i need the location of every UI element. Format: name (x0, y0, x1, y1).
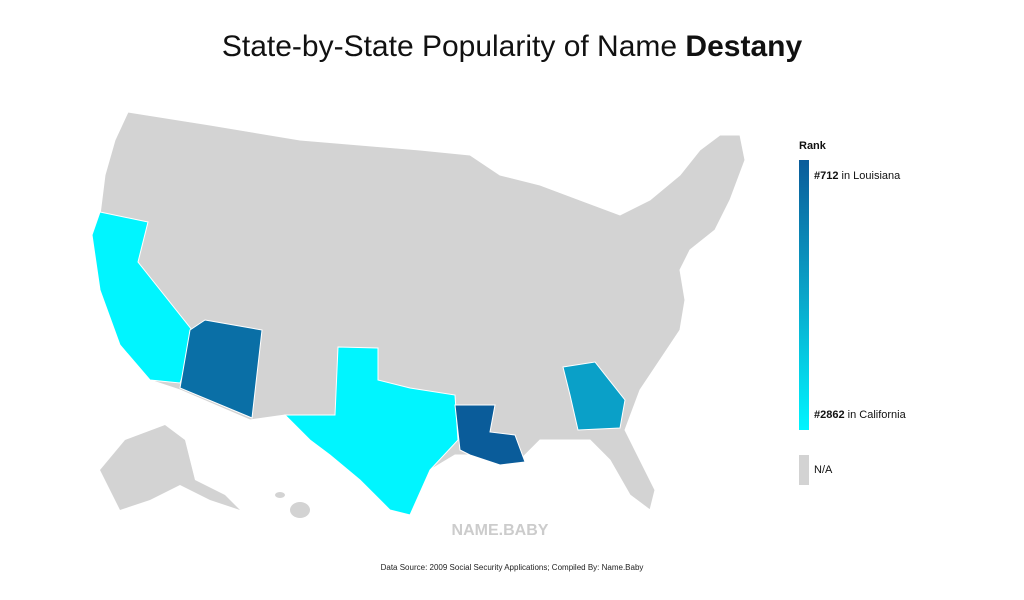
alaska (100, 425, 240, 510)
place: in Louisiana (838, 170, 901, 182)
footer: Data Source: 2009 Social Security Applic… (381, 563, 644, 572)
title-text: State-by-State Popularity of Name (221, 30, 686, 63)
rank: #2862 (814, 409, 845, 421)
title-name: Destany (685, 30, 803, 63)
arizona (179, 319, 263, 419)
georgia (562, 361, 626, 431)
legend-title: Rank (799, 140, 826, 152)
rank: #712 (814, 170, 839, 182)
hawaii (275, 492, 285, 498)
legend-na-swatch (799, 455, 809, 485)
legend-na: N/A (814, 464, 833, 476)
legend-gradient (799, 160, 809, 430)
california (91, 211, 193, 384)
texas (283, 346, 459, 516)
hawaii (290, 502, 310, 518)
louisiana (454, 404, 526, 466)
legend-top: #712 in Louisiana (814, 170, 900, 182)
place: in California (844, 409, 906, 421)
legend-bottom: #2862 in California (814, 409, 906, 421)
title: State-by-State Popularity of Name Destan… (0, 30, 1024, 64)
watermark: NAME.BABY (452, 522, 549, 539)
